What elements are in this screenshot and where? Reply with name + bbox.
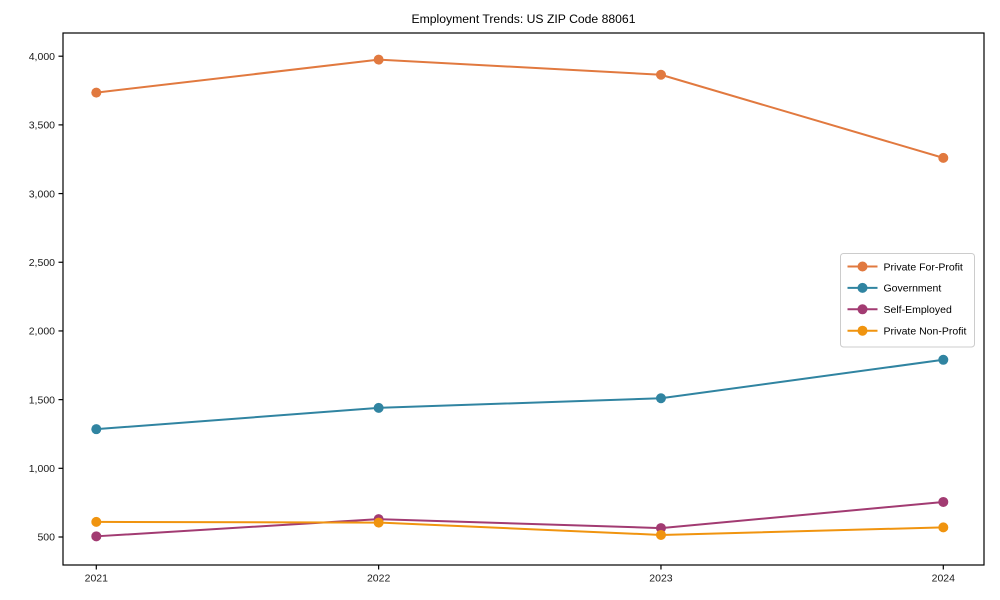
- legend-item: Self-Employed: [847, 304, 952, 316]
- legend-marker-dot: [857, 325, 868, 336]
- data-point: [91, 424, 102, 435]
- y-axis-tick-label: 2,500: [29, 257, 55, 269]
- data-point: [373, 517, 384, 528]
- data-point: [373, 54, 384, 65]
- legend-box: [840, 253, 975, 348]
- y-axis-tick-label: 1,000: [29, 463, 55, 475]
- plot-area: 500 1,000 1,500 2,000 2,500 3,000 3,500 4,000 20…: [29, 32, 985, 585]
- x-axis-tick-label: 2022: [367, 573, 391, 585]
- legend-item: Private Non-Profit: [847, 325, 967, 338]
- legend-marker-dot: [857, 304, 868, 315]
- series-line-private-non-profit: [96, 520, 944, 536]
- legend-label: Self-Employed: [884, 304, 952, 316]
- y-axis-tick-label: 500: [37, 532, 55, 544]
- chart-title: Employment Trends: US ZIP Code 88061: [411, 12, 635, 26]
- legend-marker-dot: [857, 282, 868, 293]
- data-point: [938, 152, 949, 163]
- data-point: [655, 523, 666, 534]
- legend-item: Government: [847, 282, 942, 295]
- legend-marker-dot: [857, 261, 868, 272]
- y-axis-tick-label: 1,500: [29, 394, 55, 406]
- data-point: [373, 402, 384, 413]
- data-point: [938, 496, 949, 507]
- x-axis-tick-label: 2021: [85, 573, 109, 585]
- data-point: [655, 69, 666, 80]
- series-line-government: [96, 358, 944, 431]
- y-axis-tick-label: 3,500: [29, 120, 55, 132]
- data-point: [655, 529, 666, 540]
- x-axis-tick-label: 2023: [649, 573, 673, 585]
- y-axis-tick-label: 2,000: [29, 326, 55, 338]
- data-point: [938, 354, 949, 365]
- x-axis-tick-label: 2024: [932, 573, 956, 585]
- legend-label: Private Non-Profit: [884, 326, 967, 338]
- data-point: [655, 393, 666, 404]
- legend-label: Private For-Profit: [884, 261, 963, 273]
- y-axis-tick-label: 3,000: [29, 188, 55, 200]
- data-point: [91, 531, 102, 542]
- legend-item: Private For-Profit: [847, 261, 963, 273]
- series-line-private-for-profit: [96, 58, 944, 159]
- legend: Private For-Profit Government Self-Employe…: [840, 253, 975, 348]
- data-point: [91, 87, 102, 98]
- data-point: [91, 516, 102, 527]
- series-line-self-employed: [96, 500, 944, 538]
- plot-border: [62, 32, 985, 566]
- data-point: [938, 522, 949, 533]
- y-axis-tick-label: 4,000: [29, 51, 55, 63]
- legend-label: Government: [884, 283, 942, 295]
